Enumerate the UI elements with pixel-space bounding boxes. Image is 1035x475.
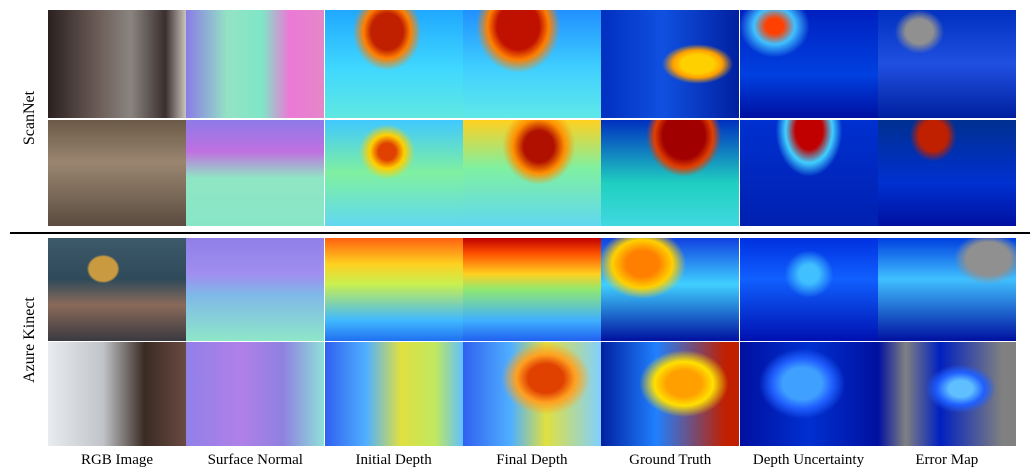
image-panel <box>48 238 186 341</box>
column-label: RGB Image <box>80 452 154 468</box>
image-panel <box>186 342 325 446</box>
image-panel <box>877 10 1016 118</box>
image-panel <box>739 10 878 118</box>
image-panel <box>601 238 740 341</box>
column-label: Final Depth <box>496 452 568 468</box>
image-panel <box>324 10 463 118</box>
image-panel <box>462 120 601 226</box>
image-panel <box>324 120 463 226</box>
image-panel <box>462 10 601 118</box>
row-group-label: ScanNet <box>21 90 38 146</box>
image-panel <box>186 10 325 118</box>
image-panel <box>48 10 186 118</box>
image-panel <box>601 10 740 118</box>
image-panel <box>877 342 1016 446</box>
column-label: Initial Depth <box>355 452 432 468</box>
column-label: Depth Uncertainty <box>752 452 865 468</box>
image-panel <box>739 120 878 226</box>
image-panel <box>601 342 740 446</box>
image-panel <box>739 342 878 446</box>
row-group-label: Azure Kinect <box>21 297 38 383</box>
image-panel <box>739 238 878 341</box>
image-panel <box>324 238 463 341</box>
image-panel <box>877 120 1016 226</box>
image-panel <box>186 120 325 226</box>
separator <box>10 232 1030 234</box>
image-panel <box>186 238 325 341</box>
column-label: Error Map <box>915 452 979 468</box>
image-panel <box>48 342 186 446</box>
image-panel <box>877 238 1016 341</box>
column-label: Surface Normal <box>207 452 303 468</box>
image-panel <box>324 342 463 446</box>
image-panel <box>48 120 186 226</box>
image-panel <box>462 238 601 341</box>
image-panel <box>601 120 740 226</box>
image-panel <box>462 342 601 446</box>
column-label: Ground Truth <box>629 452 712 468</box>
